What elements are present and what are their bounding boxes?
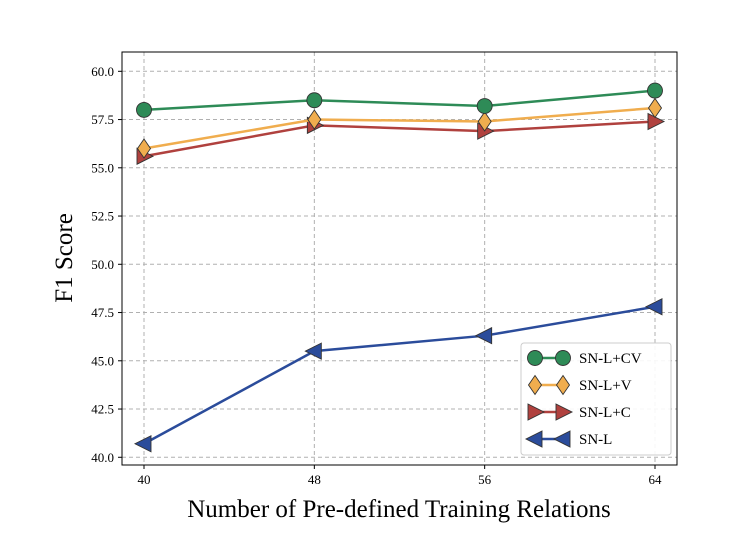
x-tick-label: 40 [138, 472, 151, 487]
series-sn-l-v [136, 97, 663, 159]
y-tick-label: 60.0 [91, 64, 114, 79]
legend-item: SN-L [524, 430, 612, 448]
data-point [477, 111, 492, 132]
data-point [647, 112, 666, 131]
x-tick-label: 64 [649, 472, 663, 487]
data-point [136, 138, 152, 159]
legend-label: SN-L+CV [579, 351, 642, 367]
legend-marker [555, 403, 574, 421]
series-line [143, 305, 656, 445]
data-point [474, 326, 493, 345]
legend-label: SN-L+C [579, 405, 631, 421]
legend-marker [524, 430, 543, 448]
plot-frame [121, 51, 678, 466]
data-point [307, 109, 322, 130]
series-layer [133, 82, 666, 453]
legend-item: SN-L+V [527, 374, 632, 396]
y-tick-label: 40.0 [91, 450, 114, 465]
x-tick-label: 48 [308, 472, 321, 487]
legend-marker [552, 430, 571, 448]
tick-layer: 40 48 56 64 40.0 42.5 45.0 47.5 50.0 52.5 55.0 57.5… [91, 64, 662, 487]
y-tick-label: 50.0 [91, 257, 114, 272]
series-sn-l [133, 298, 663, 453]
y-axis-title: F1 Score [51, 213, 78, 303]
legend-marker [527, 403, 546, 421]
y-tick-label: 42.5 [91, 402, 114, 417]
legend-marker [527, 374, 543, 396]
legend-item: SN-L+CV [527, 350, 642, 367]
legend-marker [555, 350, 571, 366]
legend-label: SN-L [579, 432, 612, 448]
data-point [644, 298, 663, 316]
data-point [133, 435, 152, 453]
series-sn-l-cv [136, 82, 663, 118]
x-tick-label: 56 [478, 472, 492, 487]
data-point [136, 101, 152, 118]
y-tick-label: 45.0 [91, 353, 114, 368]
legend-marker [527, 350, 543, 366]
data-point [647, 82, 663, 99]
series-line [143, 89, 656, 112]
data-point [647, 97, 663, 119]
series-line [143, 120, 656, 158]
data-point [304, 342, 322, 360]
data-point [476, 98, 493, 114]
y-tick-label: 57.5 [91, 112, 114, 127]
y-tick-label: 47.5 [91, 305, 114, 320]
x-axis-title: Number of Pre-defined Training Relations [187, 496, 611, 523]
legend: SN-L+CV SN-L+V SN-L+C SN-L [520, 342, 672, 456]
y-tick-label: 55.0 [91, 160, 114, 175]
series-line [143, 106, 656, 150]
data-point [306, 92, 323, 109]
legend-box [520, 342, 672, 456]
y-tick-label: 52.5 [91, 209, 114, 224]
legend-label: SN-L+V [579, 378, 632, 394]
legend-marker [555, 374, 571, 396]
legend-item: SN-L+C [527, 403, 631, 421]
